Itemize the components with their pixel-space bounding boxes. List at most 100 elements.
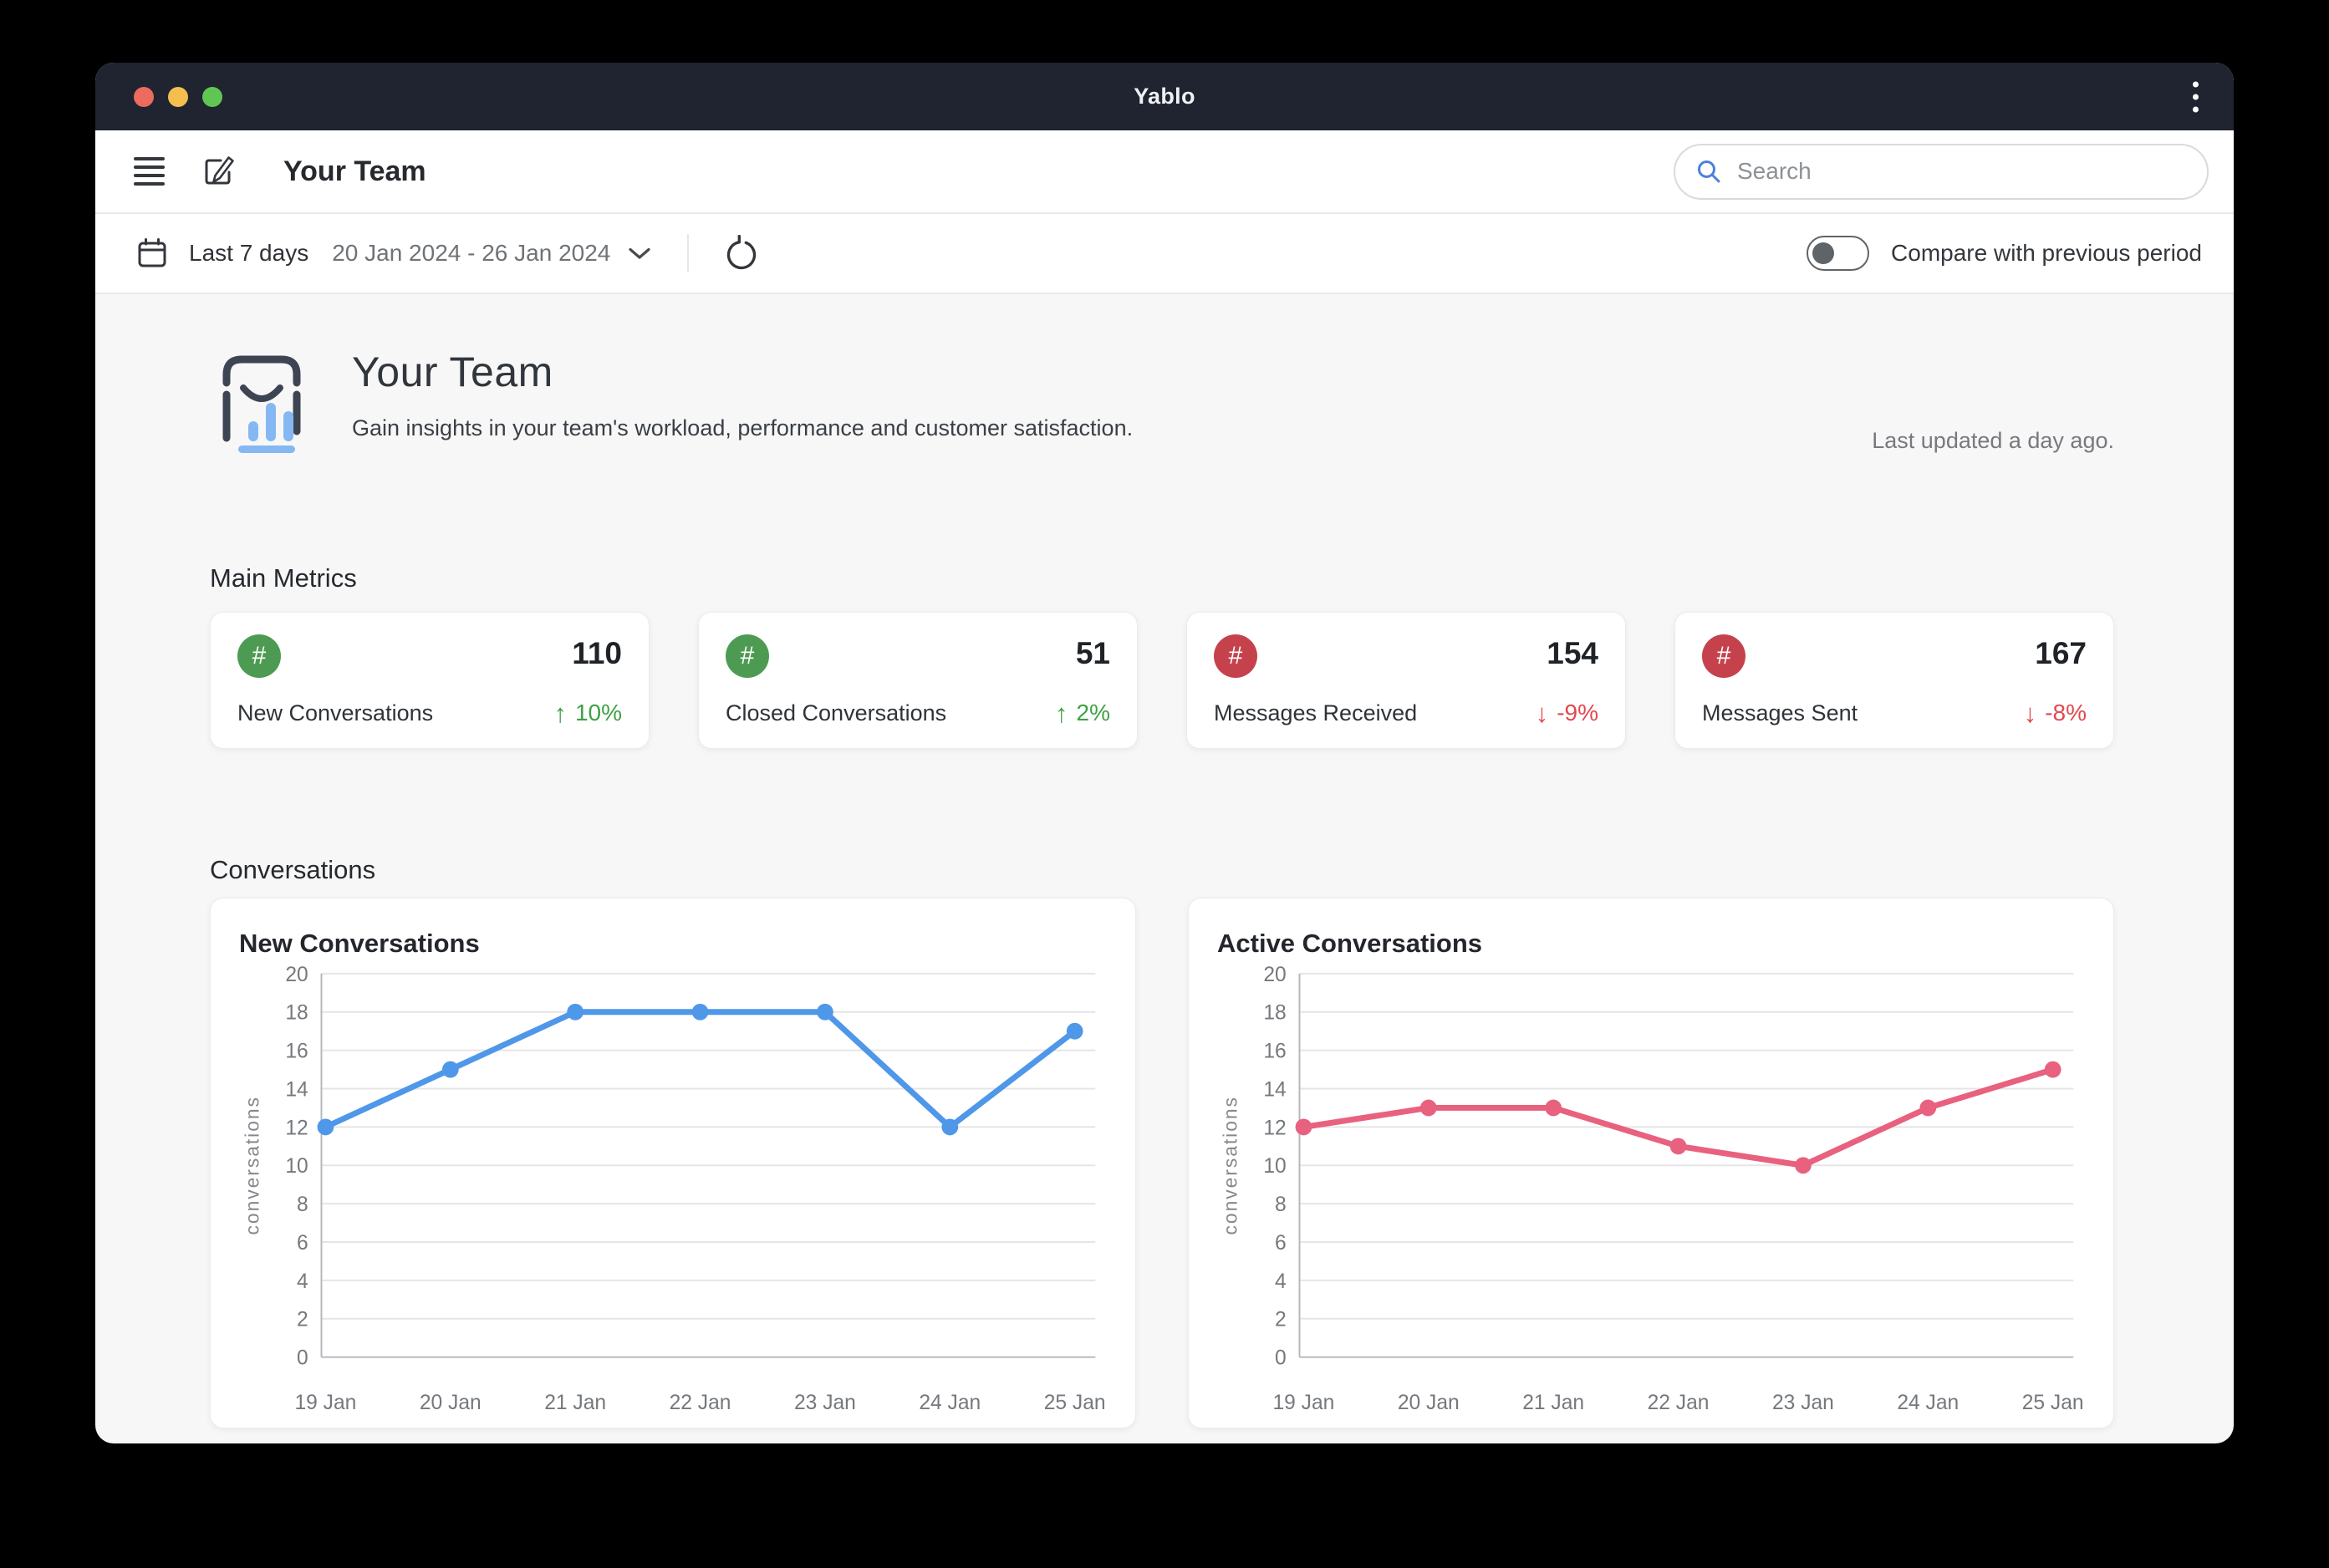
svg-text:8: 8 [1275,1194,1287,1216]
svg-text:8: 8 [297,1194,308,1216]
metric-value: 154 [1547,636,1598,670]
svg-text:4: 4 [1275,1270,1287,1293]
trend-arrow-icon: ↑ [1055,698,1068,728]
date-range-selector[interactable]: Last 7 days 20 Jan 2024 - 26 Jan 2024 [135,237,650,270]
section-title-main-metrics: Main Metrics [210,563,357,593]
hero-subtitle: Gain insights in your team's workload, p… [352,415,1134,440]
team-dashboard-icon [218,351,305,457]
calendar-icon [135,237,169,270]
svg-text:20: 20 [285,964,308,986]
metric-label: Closed Conversations [726,700,947,725]
trend-value: -9% [1557,700,1598,725]
metric-label: New Conversations [237,700,434,725]
metric-label: Messages Received [1214,700,1418,725]
svg-text:12: 12 [285,1117,308,1139]
svg-text:0: 0 [1275,1347,1287,1370]
metric-card: # 51 Closed Conversations ↑ 2% [698,612,1138,749]
svg-text:2: 2 [297,1309,308,1331]
search-icon [1695,158,1722,185]
trend-value: 10% [574,700,622,725]
titlebar: Yablo [95,63,2234,130]
metric-trend: ↑ 2% [1055,700,1110,726]
metric-trend: ↑ 10% [553,700,622,726]
search-box[interactable] [1674,143,2209,200]
chart-card-new-conversations: New Conversations 0 2 4 6 8 10 12 14 16 18 20 19 Ja… [210,898,1136,1428]
compare-toggle[interactable] [1807,236,1870,271]
minimize-window-button[interactable] [168,86,188,107]
svg-text:21 Jan: 21 Jan [544,1392,606,1414]
kebab-menu-icon[interactable] [2186,74,2205,119]
compare-control: Compare with previous period [1807,236,2202,271]
svg-text:12: 12 [1263,1117,1286,1139]
hash-badge-icon: # [237,634,281,678]
svg-text:10: 10 [1263,1155,1286,1178]
svg-text:6: 6 [297,1232,308,1255]
metric-trend: ↓ -8% [2024,700,2087,726]
section-title-conversations: Conversations [210,855,376,884]
svg-text:21 Jan: 21 Jan [1522,1392,1584,1414]
metric-card: # 110 New Conversations ↑ 10% [210,612,650,749]
svg-text:22 Jan: 22 Jan [670,1392,731,1414]
window-title: Yablo [1134,84,1195,109]
hash-badge-icon: # [1214,634,1257,678]
date-range-dates: 20 Jan 2024 - 26 Jan 2024 [332,240,611,266]
compare-toggle-label: Compare with previous period [1891,240,2202,266]
close-window-button[interactable] [134,86,154,107]
svg-text:19 Jan: 19 Jan [294,1392,356,1414]
page-title: Your Team [283,155,426,187]
compose-icon[interactable] [201,155,235,188]
svg-text:22 Jan: 22 Jan [1648,1392,1710,1414]
metric-value: 167 [2035,636,2087,670]
chart-title: Active Conversations [1217,929,1482,958]
svg-text:4: 4 [297,1270,308,1293]
last-updated-text: Last updated a day ago. [1872,428,2114,453]
svg-text:18: 18 [285,1002,308,1025]
svg-text:14: 14 [1263,1078,1286,1101]
metric-card: # 154 Messages Received ↓ -9% [1186,612,1626,749]
svg-text:16: 16 [285,1041,308,1063]
svg-text:10: 10 [285,1155,308,1178]
new-conversations-line-chart: 0 2 4 6 8 10 12 14 16 18 20 19 Jan 20 Jan 21 Jan 22 Ja… [242,964,1106,1414]
svg-text:25 Jan: 25 Jan [1044,1392,1106,1414]
svg-text:20: 20 [1263,964,1286,986]
hero-title: Your Team [352,349,553,395]
metric-trend: ↓ -9% [1536,700,1598,726]
svg-text:16: 16 [1263,1041,1286,1063]
main-content: Your Team Gain insights in your team's w… [95,294,2234,1443]
refresh-icon[interactable] [724,235,759,272]
svg-text:conversations: conversations [242,1096,263,1235]
metric-label: Messages Sent [1702,700,1858,725]
svg-text:23 Jan: 23 Jan [794,1392,856,1414]
hash-badge-icon: # [1702,634,1745,678]
svg-text:24 Jan: 24 Jan [1897,1392,1959,1414]
svg-text:2: 2 [1275,1309,1287,1331]
svg-text:18: 18 [1263,1002,1286,1025]
app-header: Your Team [95,130,2234,214]
hamburger-menu-icon[interactable] [134,157,165,186]
divider [687,234,690,272]
svg-text:19 Jan: 19 Jan [1272,1392,1334,1414]
chart-card-active-conversations: Active Conversations 0 2 4 6 8 10 12 14 16 18 20 19… [1188,898,2114,1428]
charts-row: New Conversations 0 2 4 6 8 10 12 14 16 18 20 19 Ja… [210,898,2114,1428]
svg-text:20 Jan: 20 Jan [1398,1392,1460,1414]
svg-text:conversations: conversations [1220,1096,1241,1235]
active-conversations-line-chart: 0 2 4 6 8 10 12 14 16 18 20 19 Jan 20 Jan 21 Jan 22 Ja… [1220,964,2084,1414]
zoom-window-button[interactable] [202,86,222,107]
svg-text:14: 14 [285,1078,308,1101]
trend-arrow-icon: ↓ [1535,698,1549,728]
app-window: Yablo Your Team [95,63,2234,1443]
filter-bar: Last 7 days 20 Jan 2024 - 26 Jan 2024 Co… [95,214,2234,294]
trend-value: -8% [2045,700,2087,725]
search-input[interactable] [1735,157,2187,186]
metric-value: 51 [1075,636,1110,670]
date-range-label: Last 7 days [189,240,309,266]
window-controls [134,86,222,107]
trend-arrow-icon: ↓ [2023,698,2037,728]
hash-badge-icon: # [726,634,769,678]
metric-card: # 167 Messages Sent ↓ -8% [1674,612,2114,749]
svg-text:23 Jan: 23 Jan [1772,1392,1834,1414]
svg-text:20 Jan: 20 Jan [420,1392,482,1414]
chart-title: New Conversations [239,929,480,958]
svg-text:0: 0 [297,1347,308,1370]
svg-text:6: 6 [1275,1232,1287,1255]
